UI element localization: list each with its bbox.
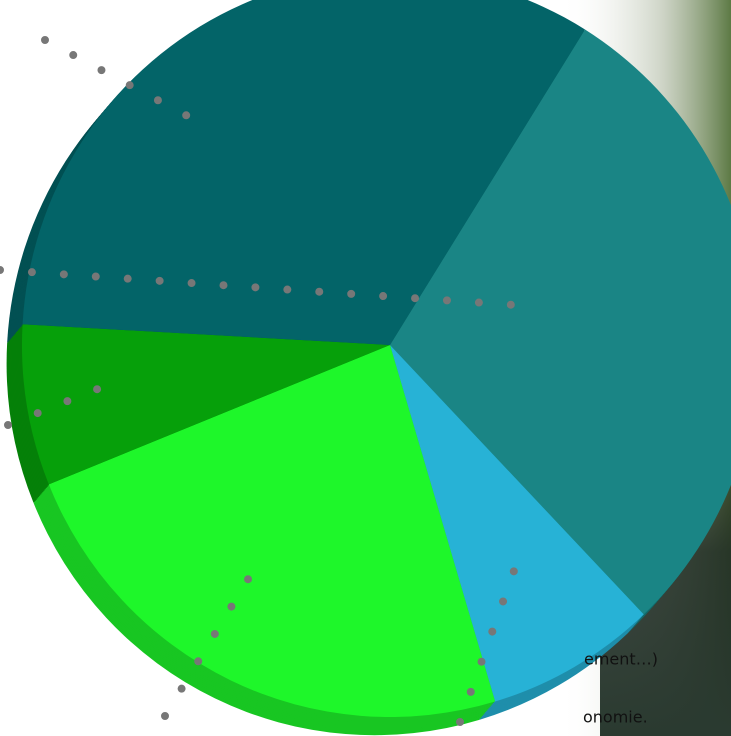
annotation: onomie.	[583, 708, 648, 727]
pie-chart	[6, 0, 731, 736]
annotation: ement…)	[584, 650, 658, 669]
pie-slice	[390, 29, 731, 615]
leader-dots	[0, 266, 519, 309]
pie-slice	[48, 345, 496, 717]
pie-slice	[22, 0, 586, 345]
leader-dots	[4, 376, 124, 429]
leader-dots	[41, 36, 199, 124]
pie-slice	[390, 345, 644, 702]
pie-slice	[22, 324, 391, 485]
